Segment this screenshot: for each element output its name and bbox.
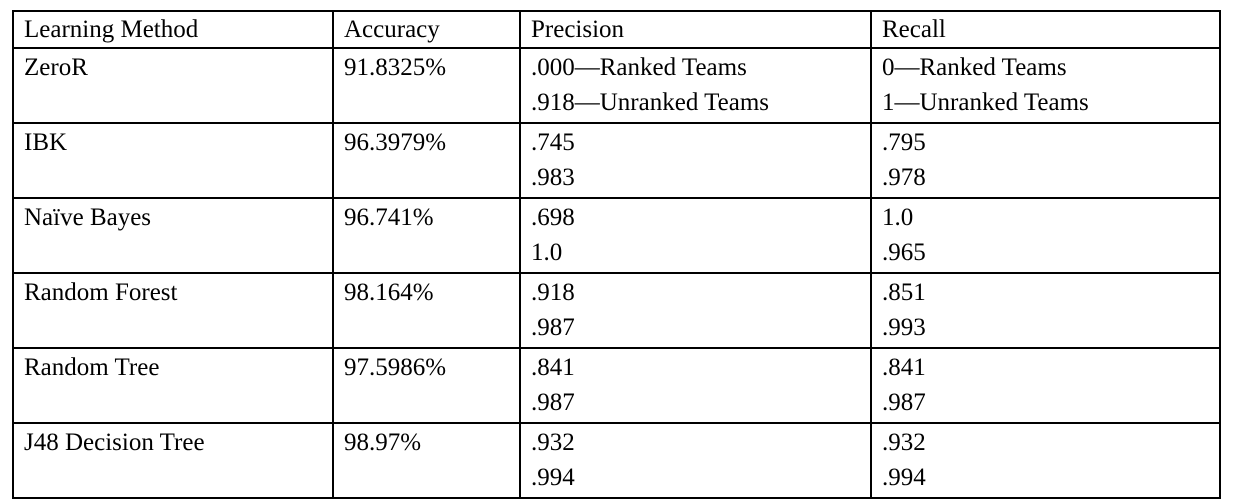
precision-unranked: .987: [531, 314, 575, 341]
recall-unranked: .994: [882, 464, 926, 491]
method-cell: Random Tree: [12, 347, 334, 424]
recall-unranked: .987: [882, 389, 926, 416]
recall-ranked: .795: [882, 129, 926, 156]
precision-cell: .932 .994: [519, 422, 872, 499]
method-cell: ZeroR: [12, 47, 334, 124]
precision-unranked: .983: [531, 164, 575, 191]
header-row: Learning Method Accuracy Precision Recal…: [12, 10, 1221, 49]
precision-cell: .000—Ranked Teams .918—Unranked Teams: [519, 47, 872, 124]
precision-cell: .841 .987: [519, 347, 872, 424]
recall-unranked: .978: [882, 164, 926, 191]
precision-unranked: .918—Unranked Teams: [531, 89, 770, 116]
header-recall: Recall: [870, 10, 1221, 49]
recall-ranked: .851: [882, 279, 926, 306]
precision-ranked: .000—Ranked Teams: [531, 54, 747, 81]
method-cell: IBK: [12, 122, 334, 199]
recall-unranked: 1—Unranked Teams: [882, 89, 1089, 116]
header-accuracy: Accuracy: [332, 10, 521, 49]
precision-ranked: .841: [531, 354, 575, 381]
precision-ranked: .698: [531, 204, 575, 231]
table-row: ZeroR 91.8325% .000—Ranked Teams .918—Un…: [12, 47, 1221, 124]
header-learning-method: Learning Method: [12, 10, 334, 49]
table-row: Random Forest 98.164% .918 .987 .851 .99…: [12, 272, 1221, 349]
results-table: Learning Method Accuracy Precision Recal…: [12, 10, 1221, 499]
method-cell: J48 Decision Tree: [12, 422, 334, 499]
precision-cell: .698 1.0: [519, 197, 872, 274]
accuracy-cell: 98.164%: [332, 272, 521, 349]
recall-cell: .841 .987: [870, 347, 1221, 424]
recall-ranked: .932: [882, 429, 926, 456]
accuracy-cell: 98.97%: [332, 422, 521, 499]
accuracy-cell: 91.8325%: [332, 47, 521, 124]
precision-unranked: .987: [531, 389, 575, 416]
precision-unranked: 1.0: [531, 239, 563, 266]
accuracy-cell: 97.5986%: [332, 347, 521, 424]
precision-unranked: .994: [531, 464, 575, 491]
accuracy-cell: 96.741%: [332, 197, 521, 274]
recall-cell: .851 .993: [870, 272, 1221, 349]
header-precision: Precision: [519, 10, 872, 49]
recall-ranked: 0—Ranked Teams: [882, 54, 1067, 81]
recall-unranked: .993: [882, 314, 926, 341]
method-cell: Naïve Bayes: [12, 197, 334, 274]
table-row: IBK 96.3979% .745 .983 .795 .978: [12, 122, 1221, 199]
table-row: Naïve Bayes 96.741% .698 1.0 1.0 .965: [12, 197, 1221, 274]
precision-ranked: .918: [531, 279, 575, 306]
method-cell: Random Forest: [12, 272, 334, 349]
recall-unranked: .965: [882, 239, 926, 266]
recall-cell: .795 .978: [870, 122, 1221, 199]
precision-ranked: .745: [531, 129, 575, 156]
recall-cell: 0—Ranked Teams 1—Unranked Teams: [870, 47, 1221, 124]
precision-cell: .745 .983: [519, 122, 872, 199]
precision-ranked: .932: [531, 429, 575, 456]
recall-ranked: 1.0: [882, 204, 914, 231]
table-row: Random Tree 97.5986% .841 .987 .841 .987: [12, 347, 1221, 424]
accuracy-cell: 96.3979%: [332, 122, 521, 199]
table-row: J48 Decision Tree 98.97% .932 .994 .932 …: [12, 422, 1221, 499]
recall-ranked: .841: [882, 354, 926, 381]
recall-cell: .932 .994: [870, 422, 1221, 499]
recall-cell: 1.0 .965: [870, 197, 1221, 274]
precision-cell: .918 .987: [519, 272, 872, 349]
